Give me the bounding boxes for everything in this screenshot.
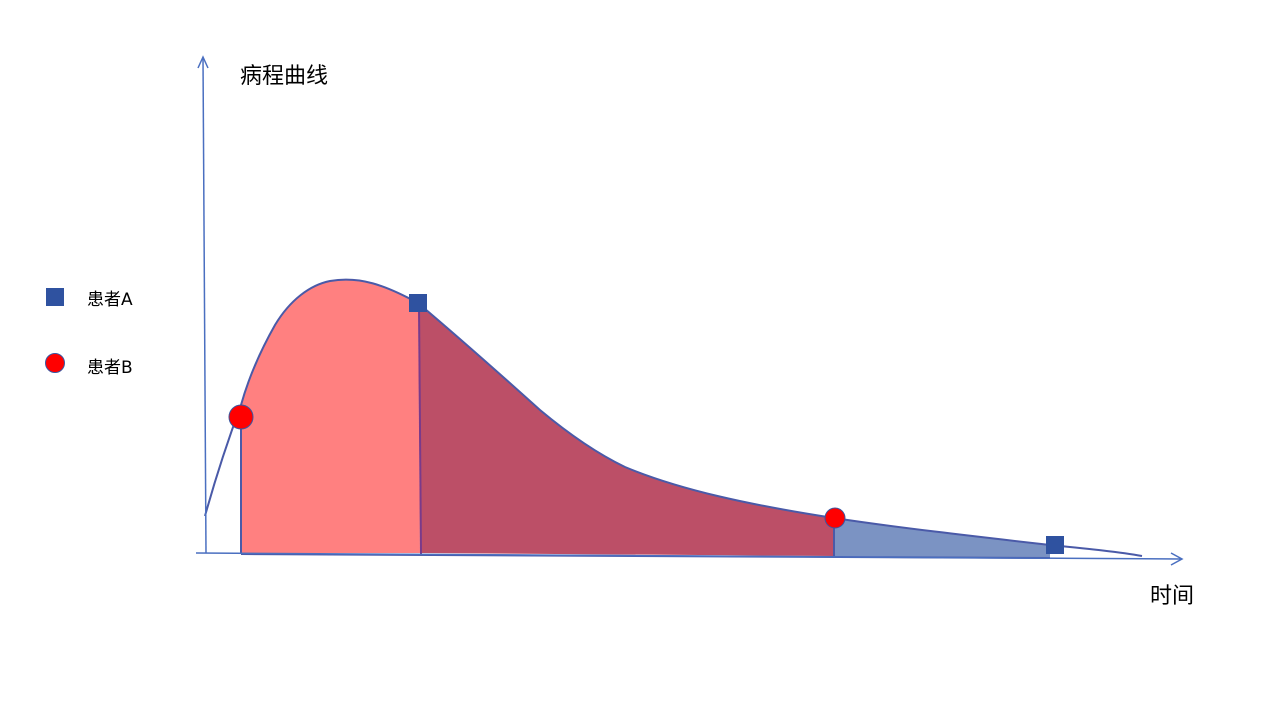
x-axis xyxy=(195,552,1183,560)
y-axis-arrow xyxy=(197,55,209,69)
patient-a-marker-late xyxy=(1046,536,1064,554)
circle-marker-icon xyxy=(45,353,65,373)
disease-course-curve xyxy=(204,278,1143,557)
x-axis-arrow xyxy=(1170,552,1184,566)
region-divider-a2 xyxy=(418,303,422,555)
patient-a-marker-early xyxy=(409,294,427,312)
y-axis-label: 病程曲线 xyxy=(240,64,329,89)
legend-label-patient-b: 患者B xyxy=(87,358,133,378)
region-early-stage xyxy=(241,279,420,553)
y-axis xyxy=(202,57,207,554)
patient-b-marker-early xyxy=(228,404,254,430)
region-middle-stage xyxy=(418,303,834,556)
square-marker-icon xyxy=(46,288,64,306)
x-axis-label: 时间 xyxy=(1150,584,1195,609)
patient-b-marker-late xyxy=(824,507,846,529)
region-late-stage xyxy=(834,518,1050,558)
legend-label-patient-a: 患者A xyxy=(87,290,133,310)
